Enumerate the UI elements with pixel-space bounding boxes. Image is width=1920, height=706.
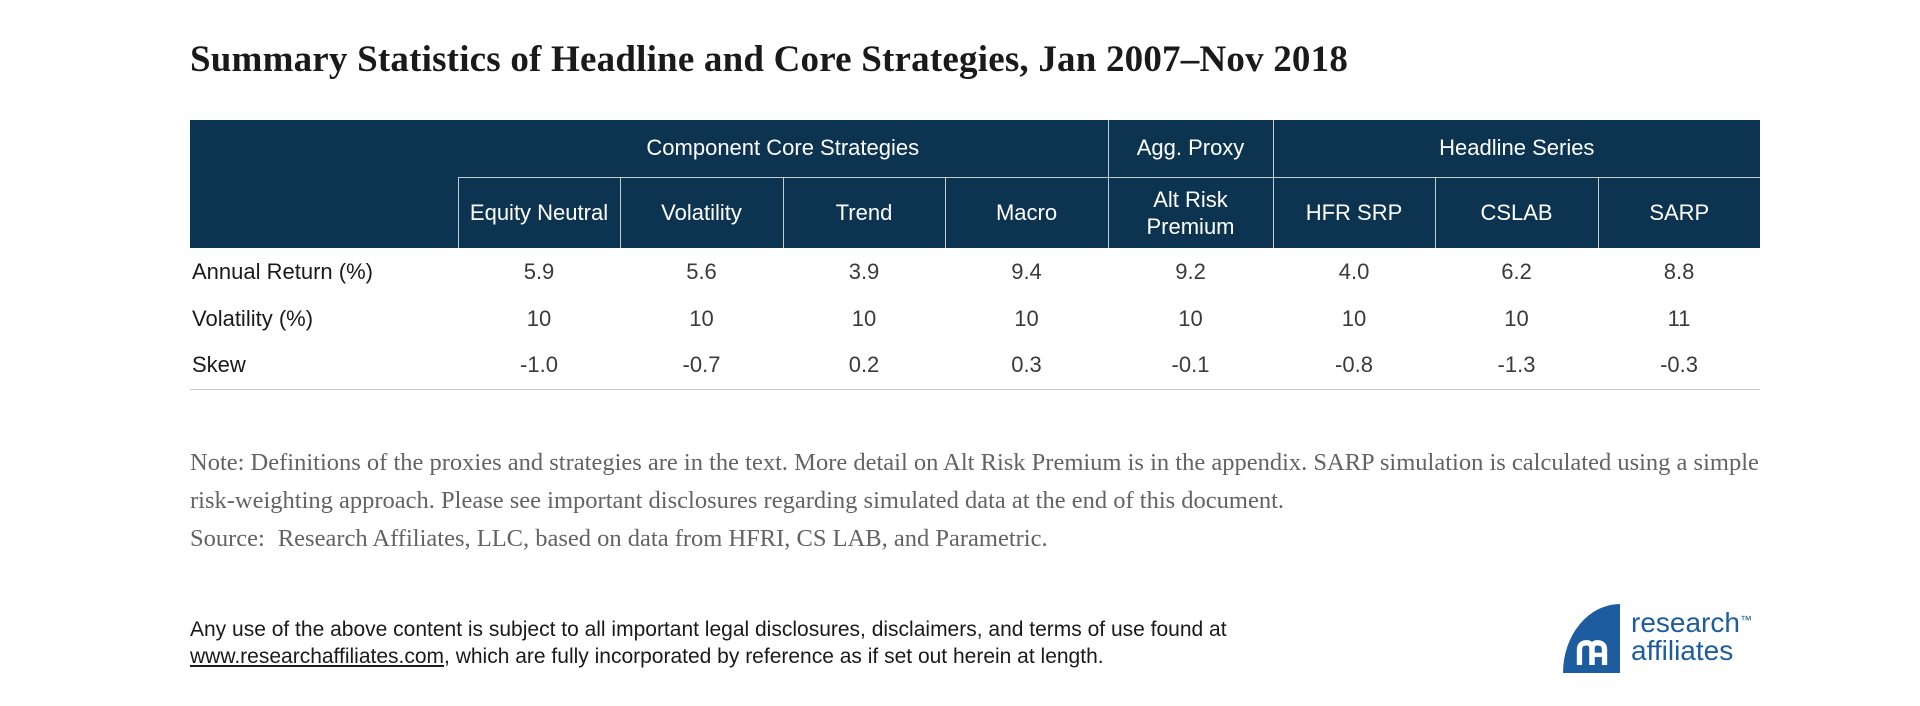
group-header-headline-series: Headline Series [1273, 120, 1761, 178]
cell: 4.0 [1338, 258, 1370, 284]
column-header-equity-neutral: Equity Neutral [457, 177, 620, 248]
page-title: Summary Statistics of Headline and Core … [190, 39, 1349, 80]
cell: -1.0 [458, 342, 620, 390]
logo-wordmark: research™ affiliates [1631, 609, 1752, 665]
cell: 11 [1667, 305, 1691, 331]
research-affiliates-logo-icon [1563, 604, 1620, 673]
cell: -0.7 [620, 342, 783, 390]
legal-disclaimer: Any use of the above content is subject … [190, 616, 1440, 670]
research-affiliates-logo: research™ affiliates [1563, 604, 1752, 673]
logo-word-affiliates: affiliates [1631, 635, 1734, 666]
group-header-agg-proxy: Agg. Proxy [1107, 120, 1274, 178]
cell: 3.9 [848, 258, 880, 284]
cell: -1.3 [1435, 342, 1599, 390]
logo-word-research: research [1631, 607, 1740, 638]
cell: 0.2 [783, 342, 945, 390]
cell: -0.1 [1108, 342, 1274, 390]
table-group-header-row: Component Core Strategies Agg. Proxy Hea… [190, 120, 1761, 178]
row-label-skew: Skew [190, 342, 458, 390]
column-header-trend: Trend [782, 177, 945, 248]
column-header-volatility: Volatility [619, 177, 783, 248]
cell: 8.8 [1663, 258, 1695, 284]
table-row-annual-return: Annual Return (%) 5.9 5.6 3.9 9.4 9.2 4.… [190, 248, 1760, 295]
cell: 5.9 [523, 258, 555, 284]
column-header-macro: Macro [944, 177, 1109, 248]
cell: 10 [851, 305, 877, 331]
column-header-sarp: SARP [1597, 177, 1761, 248]
column-header-alt-risk-premium: Alt Risk Premium [1107, 177, 1274, 248]
cell: 10 [1014, 305, 1039, 331]
cell: 9.4 [1011, 258, 1042, 284]
column-header-cslab: CSLAB [1434, 177, 1599, 248]
table-column-header-row: Equity Neutral Volatility Trend Macro Al… [190, 177, 1761, 248]
group-header-component-core-strategies: Component Core Strategies [458, 120, 1109, 178]
ra-monogram-icon [1576, 640, 1607, 665]
note-text: Note: Definitions of the proxies and str… [190, 449, 1759, 514]
source-label: Source: [190, 525, 265, 552]
cell: 10 [1341, 305, 1367, 331]
cell: 5.6 [686, 258, 717, 284]
cell: 0.3 [945, 342, 1109, 390]
cell: 10 [1504, 305, 1529, 331]
column-header-blank [190, 177, 458, 248]
source-line: Source: Research Affiliates, LLC, based o… [190, 520, 1775, 558]
cell: 9.2 [1175, 258, 1206, 284]
cell: 10 [1178, 305, 1203, 331]
trademark-symbol: ™ [1739, 613, 1752, 627]
row-label-volatility: Volatility (%) [192, 305, 314, 331]
source-text: Research Affiliates, LLC, based on data … [277, 525, 1048, 552]
cell: -0.3 [1598, 342, 1761, 390]
group-header-blank [190, 120, 458, 177]
disclaimer-line1: Any use of the above content is subject … [190, 618, 1227, 641]
cell: 10 [526, 305, 552, 331]
cell: 6.2 [1501, 258, 1532, 284]
disclaimer-line2: , which are fully incorporated by refere… [444, 645, 1104, 668]
cell: 10 [689, 305, 714, 331]
cell: -0.8 [1273, 342, 1436, 390]
row-label-annual-return: Annual Return (%) [192, 258, 373, 284]
table-row-skew: Skew -1.0 -0.7 0.2 0.3 -0.1 -0.8 -1.3 -0… [190, 342, 1761, 390]
column-header-hfr-srp: HFR SRP [1272, 177, 1436, 248]
researchaffiliates-link[interactable]: www.researchaffiliates.com [190, 645, 445, 668]
summary-statistics-table: Component Core Strategies Agg. Proxy Hea… [190, 120, 1761, 390]
table-row-volatility: Volatility (%) 10 10 10 10 10 10 10 11 [190, 295, 1760, 342]
